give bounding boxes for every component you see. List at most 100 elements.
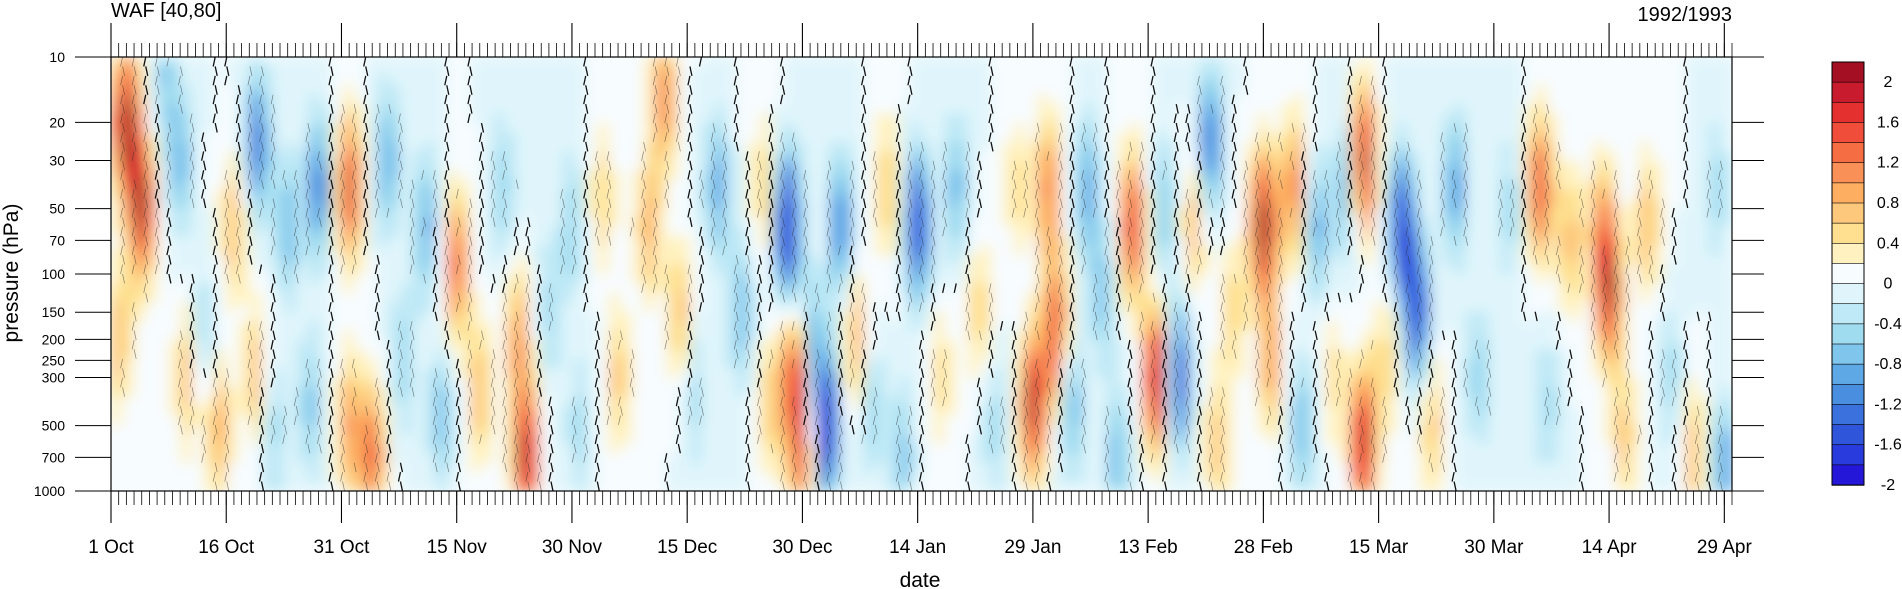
field-cell (608, 179, 622, 190)
field-cell (1315, 274, 1328, 285)
field-cell (1210, 179, 1224, 190)
field-cell (504, 472, 518, 483)
field-cell (1164, 472, 1178, 483)
field-cell (504, 255, 518, 266)
field-cell (1164, 104, 1178, 115)
field-cell (990, 349, 1004, 360)
field-cell (1187, 179, 1201, 190)
field-cell (747, 274, 761, 285)
field-cell (342, 302, 355, 313)
field-cell (643, 283, 656, 294)
field-cell (1118, 283, 1131, 294)
field-cell (990, 141, 1004, 153)
field-cell (1349, 330, 1363, 341)
field-cell (134, 330, 147, 341)
field-cell (226, 302, 240, 313)
field-cell (1210, 85, 1224, 96)
field-cell (736, 170, 749, 181)
field-cell (1025, 85, 1039, 96)
field-cell (852, 123, 865, 134)
field-cell (770, 217, 784, 228)
field-cell (412, 255, 425, 266)
field-cell (180, 472, 193, 483)
field-cell (1268, 189, 1282, 200)
field-cell (1095, 141, 1108, 153)
field-cell (1095, 123, 1108, 134)
field-cell (238, 387, 251, 398)
field-cell (990, 396, 1004, 407)
field-cell (805, 255, 819, 266)
field-cell (1245, 226, 1259, 238)
field-cell (1257, 274, 1270, 285)
field-cell (1072, 57, 1085, 68)
field-cell (701, 424, 714, 436)
field-cell (354, 66, 367, 77)
field-cell (1210, 236, 1224, 247)
field-cell (1326, 207, 1340, 219)
field-cell (192, 321, 205, 332)
field-cell (377, 302, 390, 313)
field-cell (400, 292, 413, 304)
field-cell (1292, 245, 1305, 256)
field-cell (1153, 321, 1166, 332)
field-cell (736, 66, 749, 77)
field-cell (527, 170, 541, 181)
field-cell (365, 255, 379, 266)
field-cell (1141, 340, 1154, 351)
field-cell (1176, 302, 1189, 313)
field-cell (1245, 264, 1259, 275)
field-cell (1037, 179, 1050, 190)
field-cell (701, 113, 714, 124)
field-cell (1164, 330, 1178, 341)
field-cell (967, 179, 981, 190)
field-cell (1326, 274, 1340, 285)
field-cell (412, 340, 425, 351)
field-cell (1315, 481, 1328, 491)
field-cell (249, 415, 263, 426)
field-cell (1234, 443, 1247, 455)
field-cell (1072, 462, 1085, 473)
field-cell (180, 340, 193, 351)
field-cell (319, 123, 332, 134)
field-cell (967, 424, 981, 436)
field-cell (1326, 330, 1340, 341)
field-cell (1361, 85, 1374, 96)
field-cell (608, 170, 622, 181)
field-cell (1187, 368, 1201, 379)
field-cell (388, 453, 402, 464)
field-cell (736, 217, 749, 228)
field-cell (1129, 207, 1143, 219)
field-cell (192, 151, 205, 162)
field-cell (597, 292, 610, 304)
field-cell (1268, 311, 1282, 322)
field-cell (875, 283, 888, 294)
field-cell (1025, 358, 1039, 370)
field-cell (203, 57, 217, 68)
field-cell (365, 75, 379, 87)
field-cell (319, 424, 332, 436)
field-cell (388, 94, 402, 105)
field-cell (701, 330, 714, 341)
field-cell (933, 321, 946, 332)
field-cell (840, 472, 853, 483)
field-cell (284, 340, 298, 351)
field-cell (527, 236, 541, 247)
field-cell (1072, 283, 1085, 294)
field-cell (180, 377, 193, 389)
field-cell (724, 179, 738, 190)
field-cell (632, 160, 645, 172)
field-cell (689, 340, 703, 351)
field-cell (724, 94, 738, 105)
field-cell (1280, 453, 1293, 464)
field-cell (527, 141, 541, 153)
field-cell (307, 255, 321, 266)
field-cell (909, 113, 923, 124)
field-cell (1326, 75, 1340, 87)
field-cell (1280, 226, 1293, 238)
field-cell (967, 189, 981, 200)
field-cell (504, 85, 518, 96)
field-cell (562, 434, 575, 445)
field-cell (168, 368, 182, 379)
field-cell (956, 264, 969, 275)
field-cell (122, 340, 135, 351)
